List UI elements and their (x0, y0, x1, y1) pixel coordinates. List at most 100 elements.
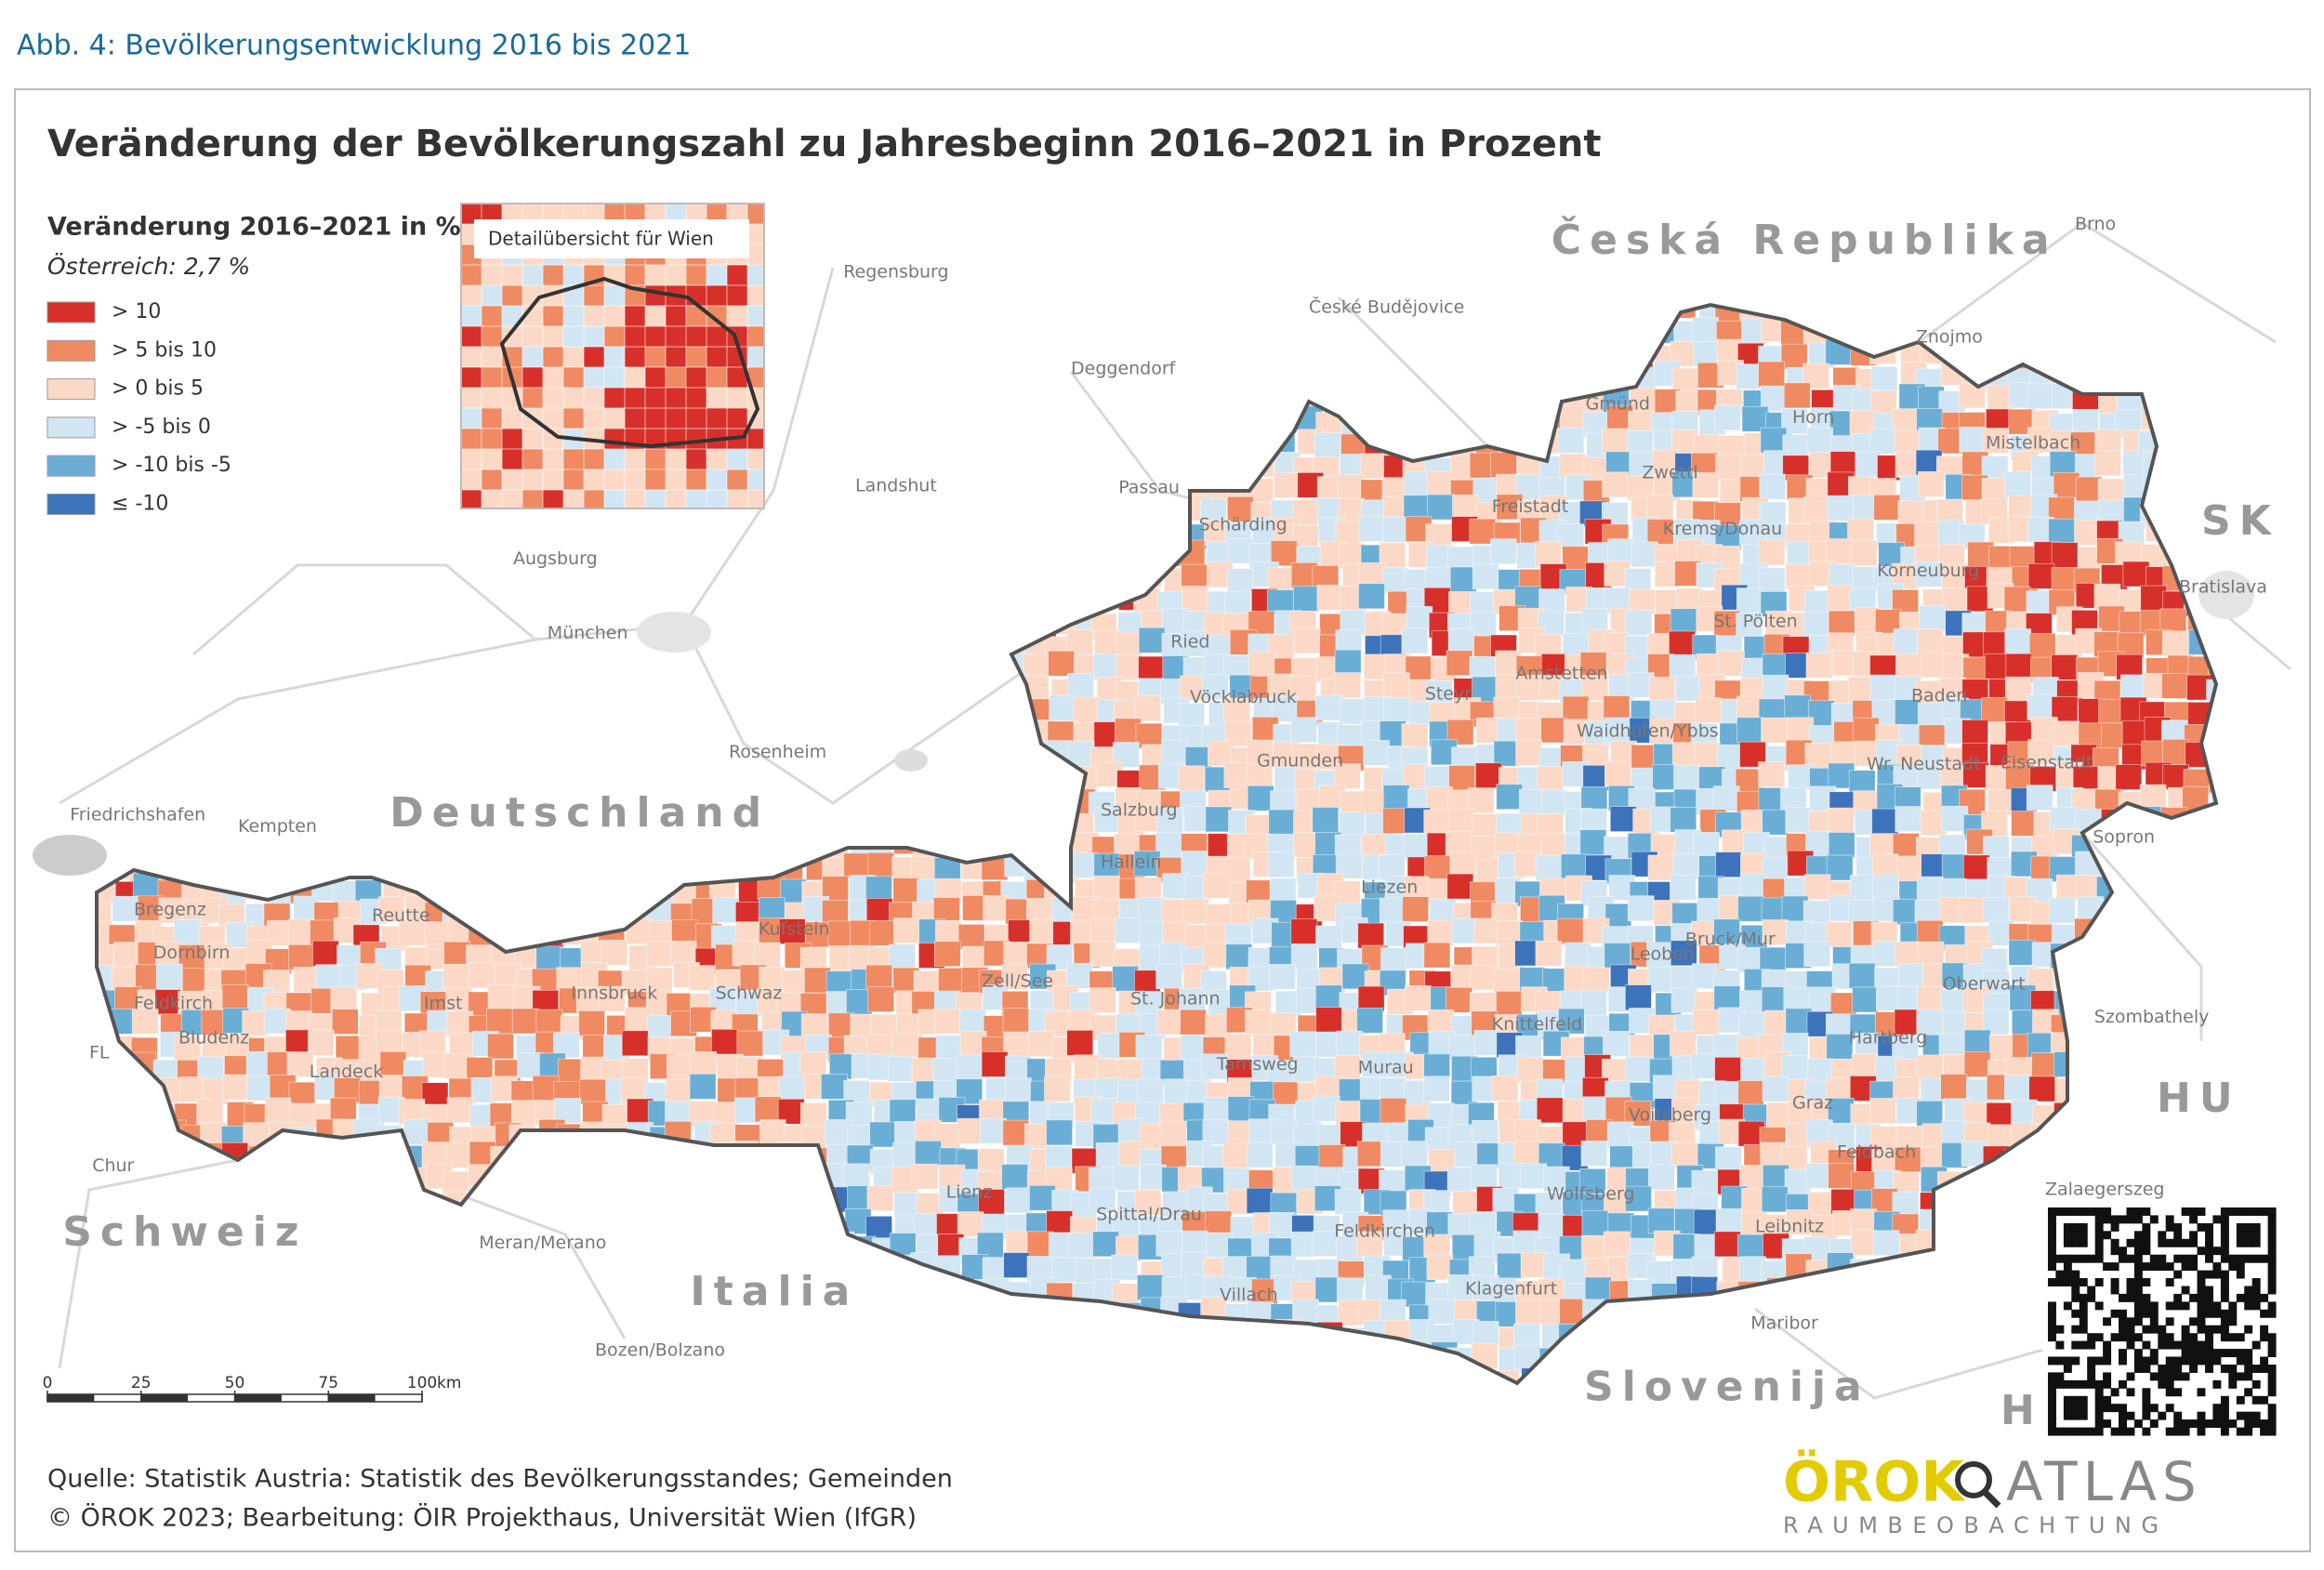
municipality-cell (893, 1321, 921, 1348)
municipality-cell (604, 1254, 631, 1281)
municipality-cell (1155, 1230, 1183, 1257)
municipality-cell (1916, 876, 1944, 903)
municipality-cell (804, 1391, 830, 1416)
municipality-cell (338, 413, 365, 439)
municipality-cell (777, 1392, 803, 1418)
municipality-cell (604, 896, 632, 923)
municipality-cell (403, 700, 430, 727)
municipality-cell (762, 588, 790, 615)
municipality-cell (314, 1192, 342, 1218)
municipality-cell (131, 657, 159, 684)
municipality-cell (1315, 323, 1343, 349)
municipality-cell (268, 722, 296, 749)
municipality-cell (1652, 449, 1680, 476)
road (1754, 1307, 2083, 1400)
municipality-cell (1159, 388, 1186, 415)
place-label: Murau (1358, 1057, 1414, 1077)
municipality-cell (174, 586, 202, 612)
municipality-cell (917, 364, 944, 391)
municipality-cell (689, 1393, 715, 1418)
place-label: Maribor (1750, 1313, 1818, 1334)
municipality-cell (288, 943, 315, 970)
municipality-cell (1089, 1348, 1116, 1375)
municipality-cell (760, 383, 788, 409)
municipality-cell (977, 500, 1005, 527)
municipality-cell (804, 1320, 832, 1346)
municipality-cell (825, 634, 852, 660)
municipality-cell (1582, 967, 1610, 994)
municipality-cell (1961, 719, 1988, 745)
municipality-cell (955, 678, 982, 704)
municipality-cell (314, 1164, 342, 1191)
municipality-cell (353, 1326, 381, 1352)
municipality-cell (1855, 451, 1882, 478)
municipality-cell (689, 1238, 717, 1264)
municipality-cell (999, 1366, 1027, 1383)
municipality-cell (961, 834, 989, 861)
municipality-cell (940, 679, 967, 706)
municipality-cell (218, 672, 246, 699)
municipality-cell (470, 650, 498, 676)
municipality-cell (871, 523, 899, 550)
municipality-cell (286, 406, 314, 432)
legend: Veränderung 2016–2021 in % Österreich: 2… (46, 213, 461, 516)
municipality-cell (957, 478, 984, 505)
municipality-cell (97, 1279, 119, 1305)
municipality-cell (918, 407, 945, 434)
municipality-cell (913, 633, 941, 660)
municipality-cell (645, 1274, 673, 1301)
municipality-cell (1024, 319, 1052, 346)
municipality-cell (759, 609, 786, 636)
municipality-cell (1919, 1390, 1945, 1415)
municipality-cell (294, 523, 321, 550)
municipality-cell (403, 388, 431, 414)
municipality-cell (1472, 563, 1499, 590)
municipality-cell (107, 722, 135, 749)
municipality-cell (179, 1076, 206, 1102)
municipality-cell (405, 679, 433, 706)
municipality-cell (1338, 474, 1365, 500)
municipality-cell (176, 305, 203, 323)
municipality-cell (1336, 1030, 1363, 1057)
municipality-cell (331, 1326, 359, 1352)
municipality-cell (354, 770, 382, 797)
municipality-cell (1715, 1146, 1742, 1172)
place-label: Oberwart (1943, 974, 2026, 995)
municipality-cell (1094, 1302, 1122, 1328)
municipality-cell (689, 1074, 717, 1100)
municipality-cell (292, 477, 320, 503)
municipality-cell (247, 384, 274, 411)
municipality-cell (560, 675, 588, 701)
municipality-cell (1647, 305, 1674, 320)
inset-cell (461, 284, 483, 308)
municipality-cell (383, 858, 410, 885)
municipality-cell (240, 654, 268, 680)
municipality-cell (2163, 340, 2191, 367)
municipality-cell (1473, 337, 1501, 364)
municipality-cell (465, 858, 492, 885)
municipality-cell (532, 1163, 559, 1190)
municipality-cell (446, 627, 473, 653)
municipality-cell (1916, 985, 1944, 1012)
municipality-cell (894, 606, 921, 633)
municipality-cell (1737, 895, 1764, 922)
municipality-cell (889, 386, 916, 413)
municipality-cell (1380, 947, 1407, 973)
municipality-cell (244, 428, 271, 454)
municipality-cell (1182, 898, 1209, 925)
municipality-cell (1090, 520, 1118, 547)
municipality-cell (1564, 337, 1591, 364)
municipality-cell (1922, 1256, 1949, 1282)
inset-cell (644, 284, 667, 308)
municipality-cell (535, 1009, 563, 1036)
municipality-cell (1005, 587, 1033, 614)
municipality-cell (1895, 1350, 1922, 1377)
municipality-cell (1363, 740, 1390, 766)
municipality-cell (2094, 1032, 2121, 1059)
municipality-cell (514, 521, 542, 548)
municipality-cell (531, 877, 559, 904)
municipality-cell (1138, 541, 1166, 567)
municipality-cell (1134, 695, 1161, 722)
municipality-cell (419, 452, 446, 479)
municipality-cell (1163, 322, 1191, 349)
